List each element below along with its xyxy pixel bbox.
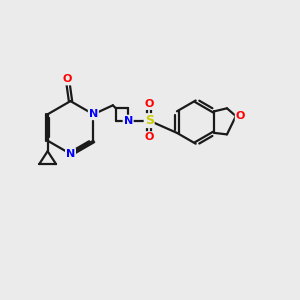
Text: N: N [89,109,98,119]
Text: S: S [145,114,154,127]
Text: O: O [236,111,245,121]
Text: O: O [145,132,154,142]
Text: N: N [124,116,133,126]
Text: O: O [63,74,72,85]
Text: N: N [66,149,75,159]
Text: O: O [145,99,154,109]
